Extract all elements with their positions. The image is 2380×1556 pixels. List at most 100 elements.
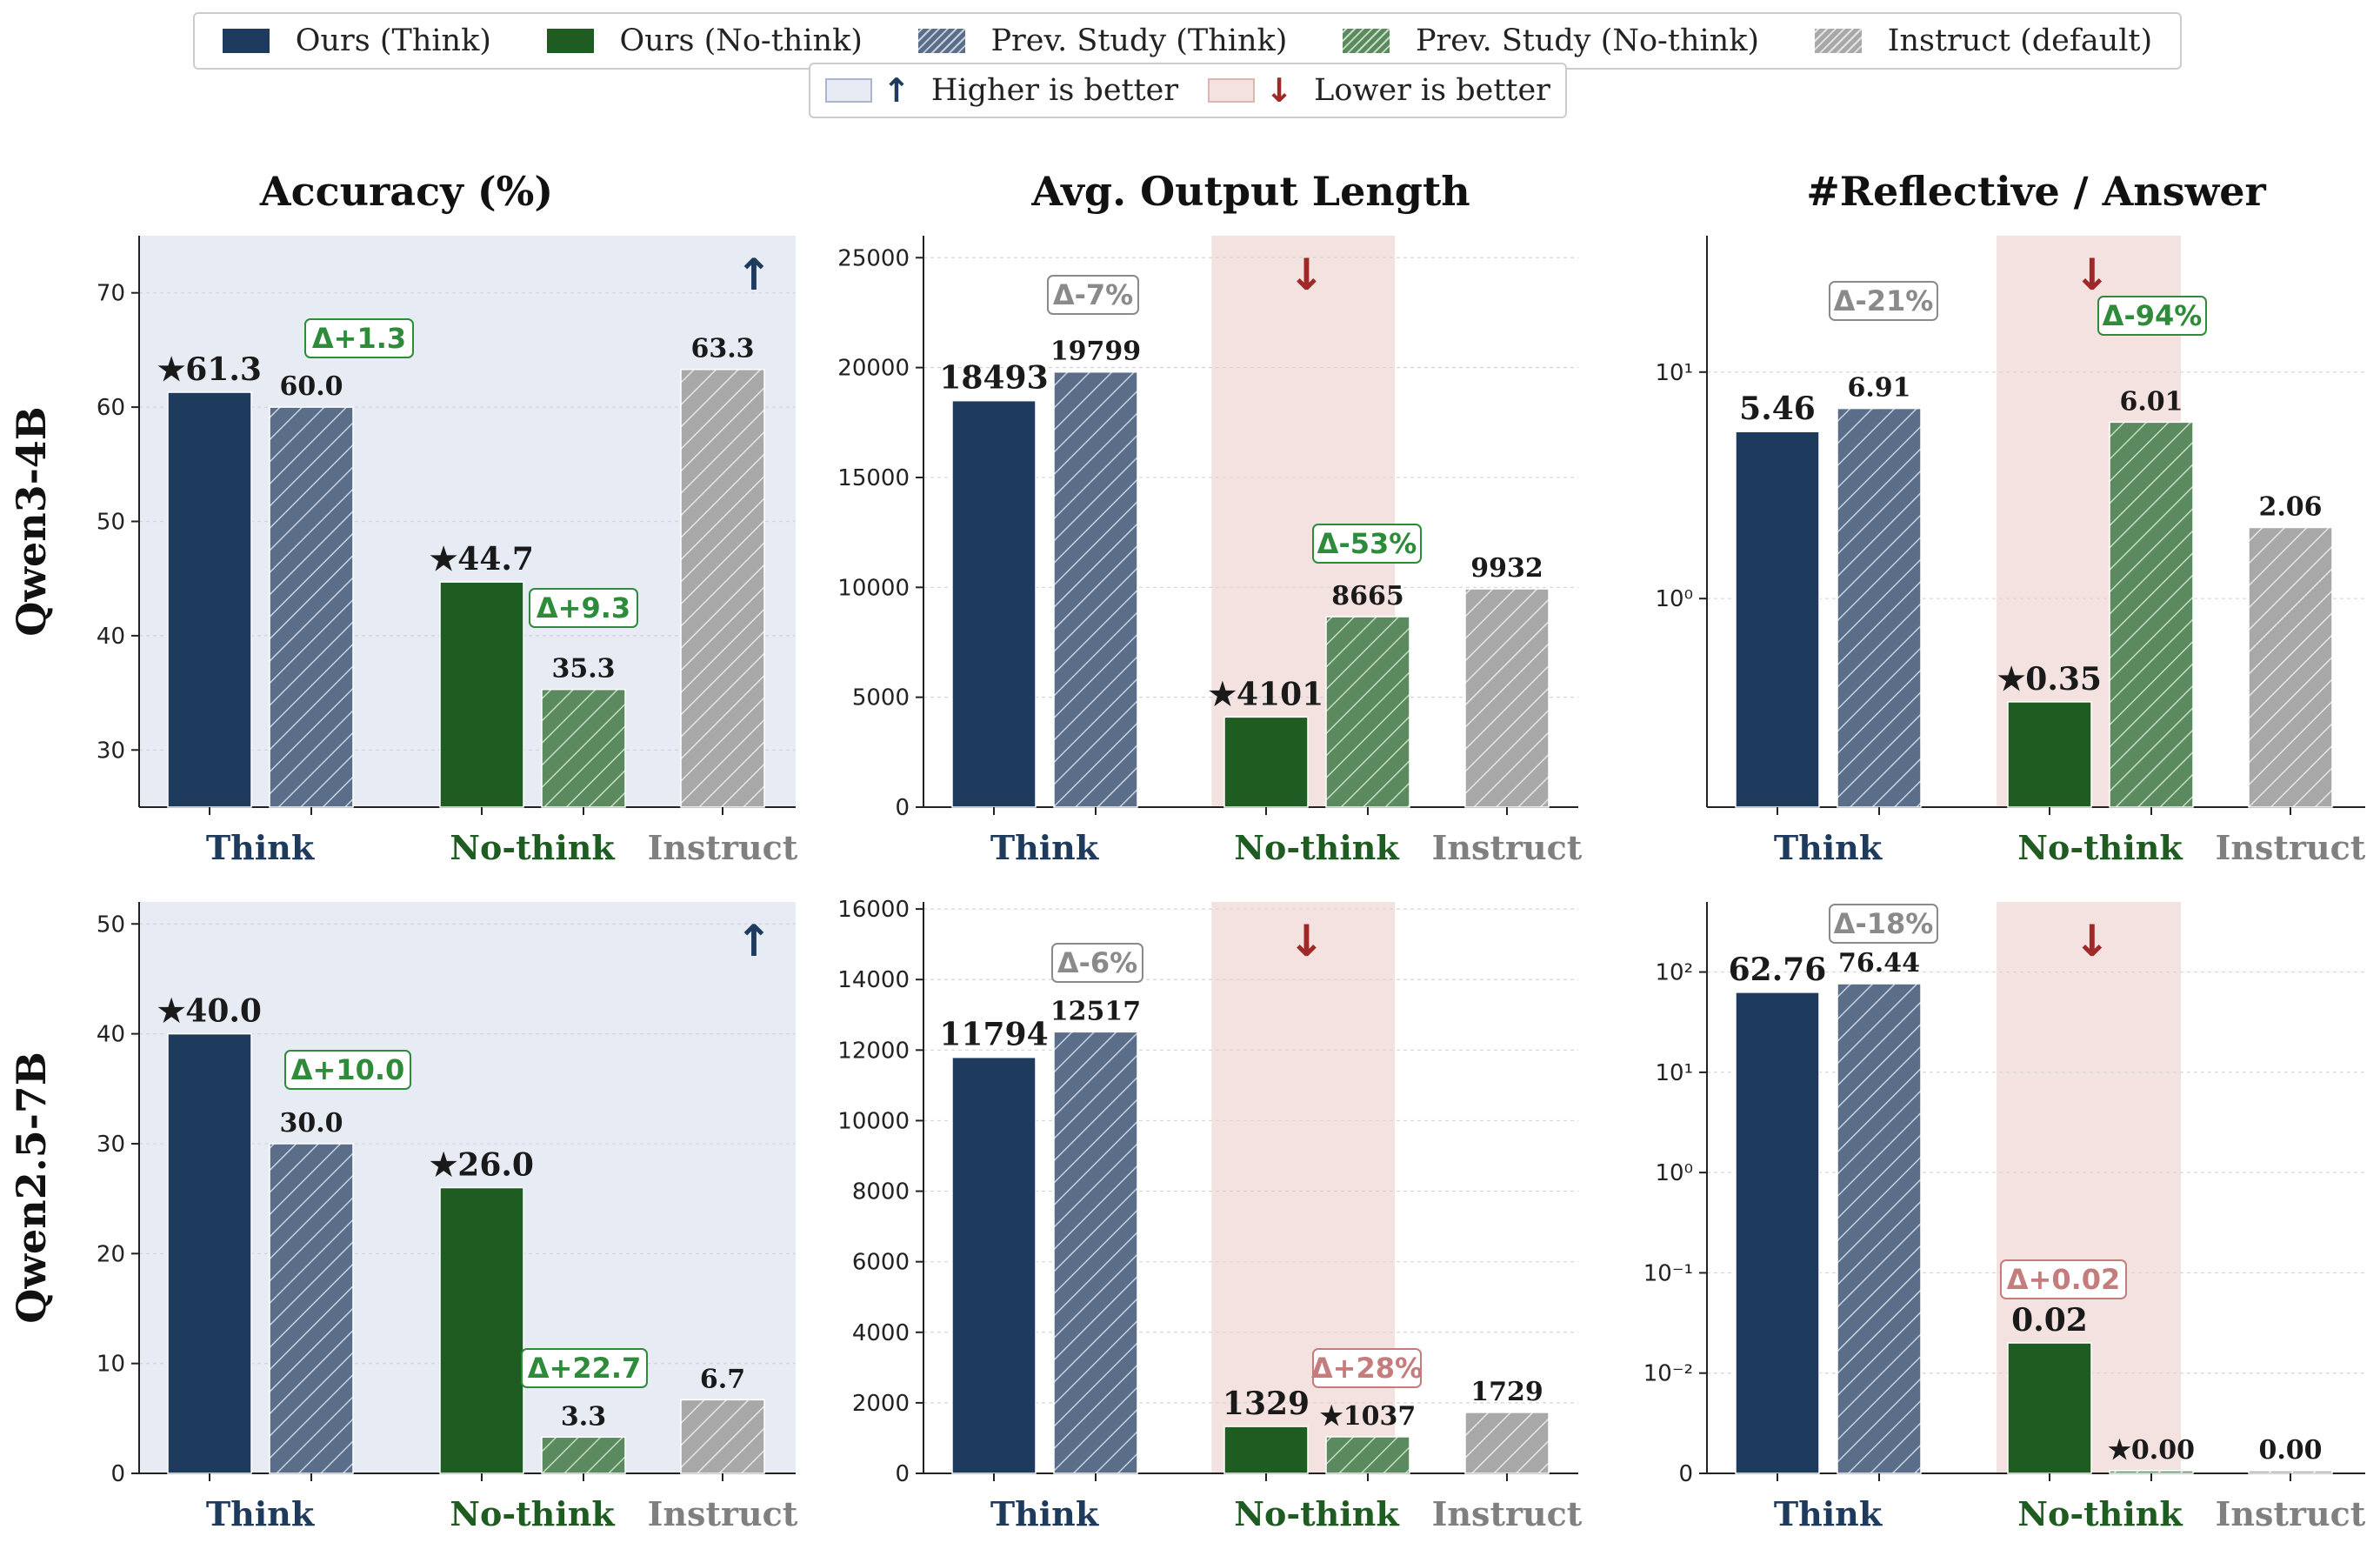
delta-label: Δ+0.02	[2007, 1263, 2121, 1296]
legend-item-prev-think: Prev. Study (Think)	[917, 23, 1287, 58]
y-tick-label: 0	[1678, 1461, 1693, 1487]
bar-value-label: 0.02	[2011, 1302, 2088, 1339]
bar-instruct-default-	[2248, 526, 2333, 808]
bar-ours-think-	[167, 1032, 252, 1474]
column-title: Accuracy (%)	[259, 168, 553, 215]
bar-value-label: 2.06	[2258, 491, 2322, 522]
series-legend: Ours (Think) Ours (No-think) Prev. Study…	[193, 12, 2182, 70]
group-label: No-think	[450, 828, 615, 867]
bar-value-label: ★40.0	[157, 993, 262, 1030]
group-label: No-think	[2017, 1494, 2183, 1533]
group-label: Instruct	[1432, 1494, 1583, 1533]
group-label: Think	[1774, 1494, 1883, 1533]
bar-value-label: 5.46	[1739, 391, 1816, 427]
delta-label: Δ-18%	[1834, 907, 1934, 940]
delta-label: Δ+1.3	[312, 322, 406, 355]
bar-prev-study-think-	[1837, 407, 1922, 808]
group-label: Think	[1774, 828, 1883, 867]
legend-swatch-prev-nothink	[1342, 29, 1390, 53]
arrow-up-icon: ↑	[883, 71, 910, 110]
row-title: Qwen2.5-7B	[8, 1052, 55, 1323]
bar-value-label: 6.91	[1847, 373, 1910, 404]
bar-value-label: 1729	[1470, 1377, 1543, 1407]
legend-swatch-ours-nothink	[546, 29, 594, 53]
bar-ours-no-think-	[439, 581, 524, 808]
delta-label: Δ+28%	[1311, 1352, 1423, 1385]
bar-prev-study-think-	[269, 1143, 354, 1474]
group-label: Think	[990, 1494, 1099, 1533]
delta-box	[1829, 904, 1938, 944]
bar-value-label: 9932	[1470, 553, 1543, 584]
bar-value-label: ★26.0	[430, 1147, 534, 1184]
bar-value-label: 8665	[1331, 581, 1404, 611]
y-tick-label: 40	[97, 624, 125, 650]
legend-item-ours-nothink: Ours (No-think)	[546, 23, 863, 58]
bar-value-label: ★61.3	[157, 351, 262, 388]
group-label: No-think	[450, 1494, 615, 1533]
y-tick-label: 0	[895, 795, 910, 821]
column-title: Avg. Output Length	[1030, 168, 1470, 215]
y-tick-label: 10000	[837, 1108, 910, 1134]
bar-prev-study-think-	[1837, 983, 1922, 1474]
y-tick-label: 50	[97, 510, 125, 536]
group-label: Instruct	[1432, 828, 1583, 867]
bar-instruct-default-	[2248, 1470, 2333, 1474]
bar-prev-study-no-think-	[1325, 616, 1410, 808]
delta-box	[2000, 1259, 2127, 1299]
delta-box	[1051, 943, 1143, 983]
bar-ours-no-think-	[2007, 701, 2092, 808]
bar-value-label: ★0.00	[2108, 1435, 2195, 1466]
y-tick-label: 10⁰	[1655, 586, 1693, 612]
y-tick-label: 2000	[852, 1391, 910, 1417]
delta-label: Δ+10.0	[291, 1053, 405, 1086]
bar-prev-study-no-think-	[1325, 1436, 1410, 1474]
bar-value-label: ★0.35	[1997, 661, 2102, 698]
legend-item-lower-better: ↓ Lower is better	[1208, 71, 1550, 110]
bar-prev-study-no-think-	[2109, 1470, 2194, 1474]
bar-value-label: ★1037	[1320, 1401, 1416, 1432]
y-tick-label: 10⁻¹	[1643, 1260, 1693, 1286]
delta-label: Δ-53%	[1317, 527, 1417, 560]
bar-value-label: 12517	[1050, 996, 1141, 1026]
delta-box	[284, 1050, 411, 1090]
bar-instruct-default-	[680, 368, 765, 808]
y-tick-label: 20000	[837, 356, 910, 382]
group-label: Instruct	[648, 828, 798, 867]
bar-value-label: 63.3	[690, 334, 754, 364]
y-tick-label: 4000	[852, 1320, 910, 1346]
legend-item-higher-better: ↑ Higher is better	[825, 71, 1178, 110]
bar-value-label: 18493	[939, 360, 1048, 397]
chart-panel-1-1: 30 40 50 60 70 ★61.3 60.0 ★44.7 35.3 63.3 Think No-…	[97, 236, 798, 867]
legend-label: Lower is better	[1314, 73, 1550, 108]
bar-value-label: 35.3	[551, 654, 615, 685]
legend-swatch-ours-think	[222, 29, 270, 53]
group-label: No-think	[1234, 828, 1399, 867]
arrow-up-icon: ↑	[736, 250, 772, 300]
legend-label: Higher is better	[930, 73, 1179, 108]
group-label: Instruct	[2216, 828, 2366, 867]
bar-ours-think-	[167, 391, 252, 808]
group-label: Instruct	[648, 1494, 798, 1533]
group-label: Think	[206, 1494, 315, 1533]
delta-box	[521, 1348, 648, 1388]
y-tick-label: 12000	[837, 1038, 910, 1064]
bar-instruct-default-	[680, 1399, 765, 1474]
group-label: Instruct	[2216, 1494, 2366, 1533]
chart-panel-2-1: 0 10 20 30 40 50 ★40.0 30.0 ★26.0 3.3 6.7 Think No-t…	[97, 902, 798, 1533]
legend-swatch-prev-think	[917, 29, 965, 53]
bar-value-label: 6.01	[2119, 386, 2183, 417]
delta-box	[304, 318, 414, 358]
delta-box	[1829, 281, 1938, 321]
legend-item-instruct: Instruct (default)	[1814, 23, 2153, 58]
arrow-down-icon: ↓	[1289, 916, 1325, 966]
bar-ours-no-think-	[2007, 1342, 2092, 1474]
y-tick-label: 10⁻²	[1643, 1361, 1693, 1387]
bar-prev-study-think-	[1053, 371, 1138, 808]
delta-label: Δ-6%	[1057, 946, 1137, 979]
legend-label: Instruct (default)	[1887, 23, 2153, 58]
delta-label: Δ+22.7	[528, 1352, 642, 1385]
legend-label: Ours (Think)	[295, 23, 491, 58]
y-tick-label: 70	[97, 281, 125, 307]
y-tick-label: 25000	[837, 245, 910, 271]
y-tick-label: 10⁰	[1655, 1160, 1693, 1186]
